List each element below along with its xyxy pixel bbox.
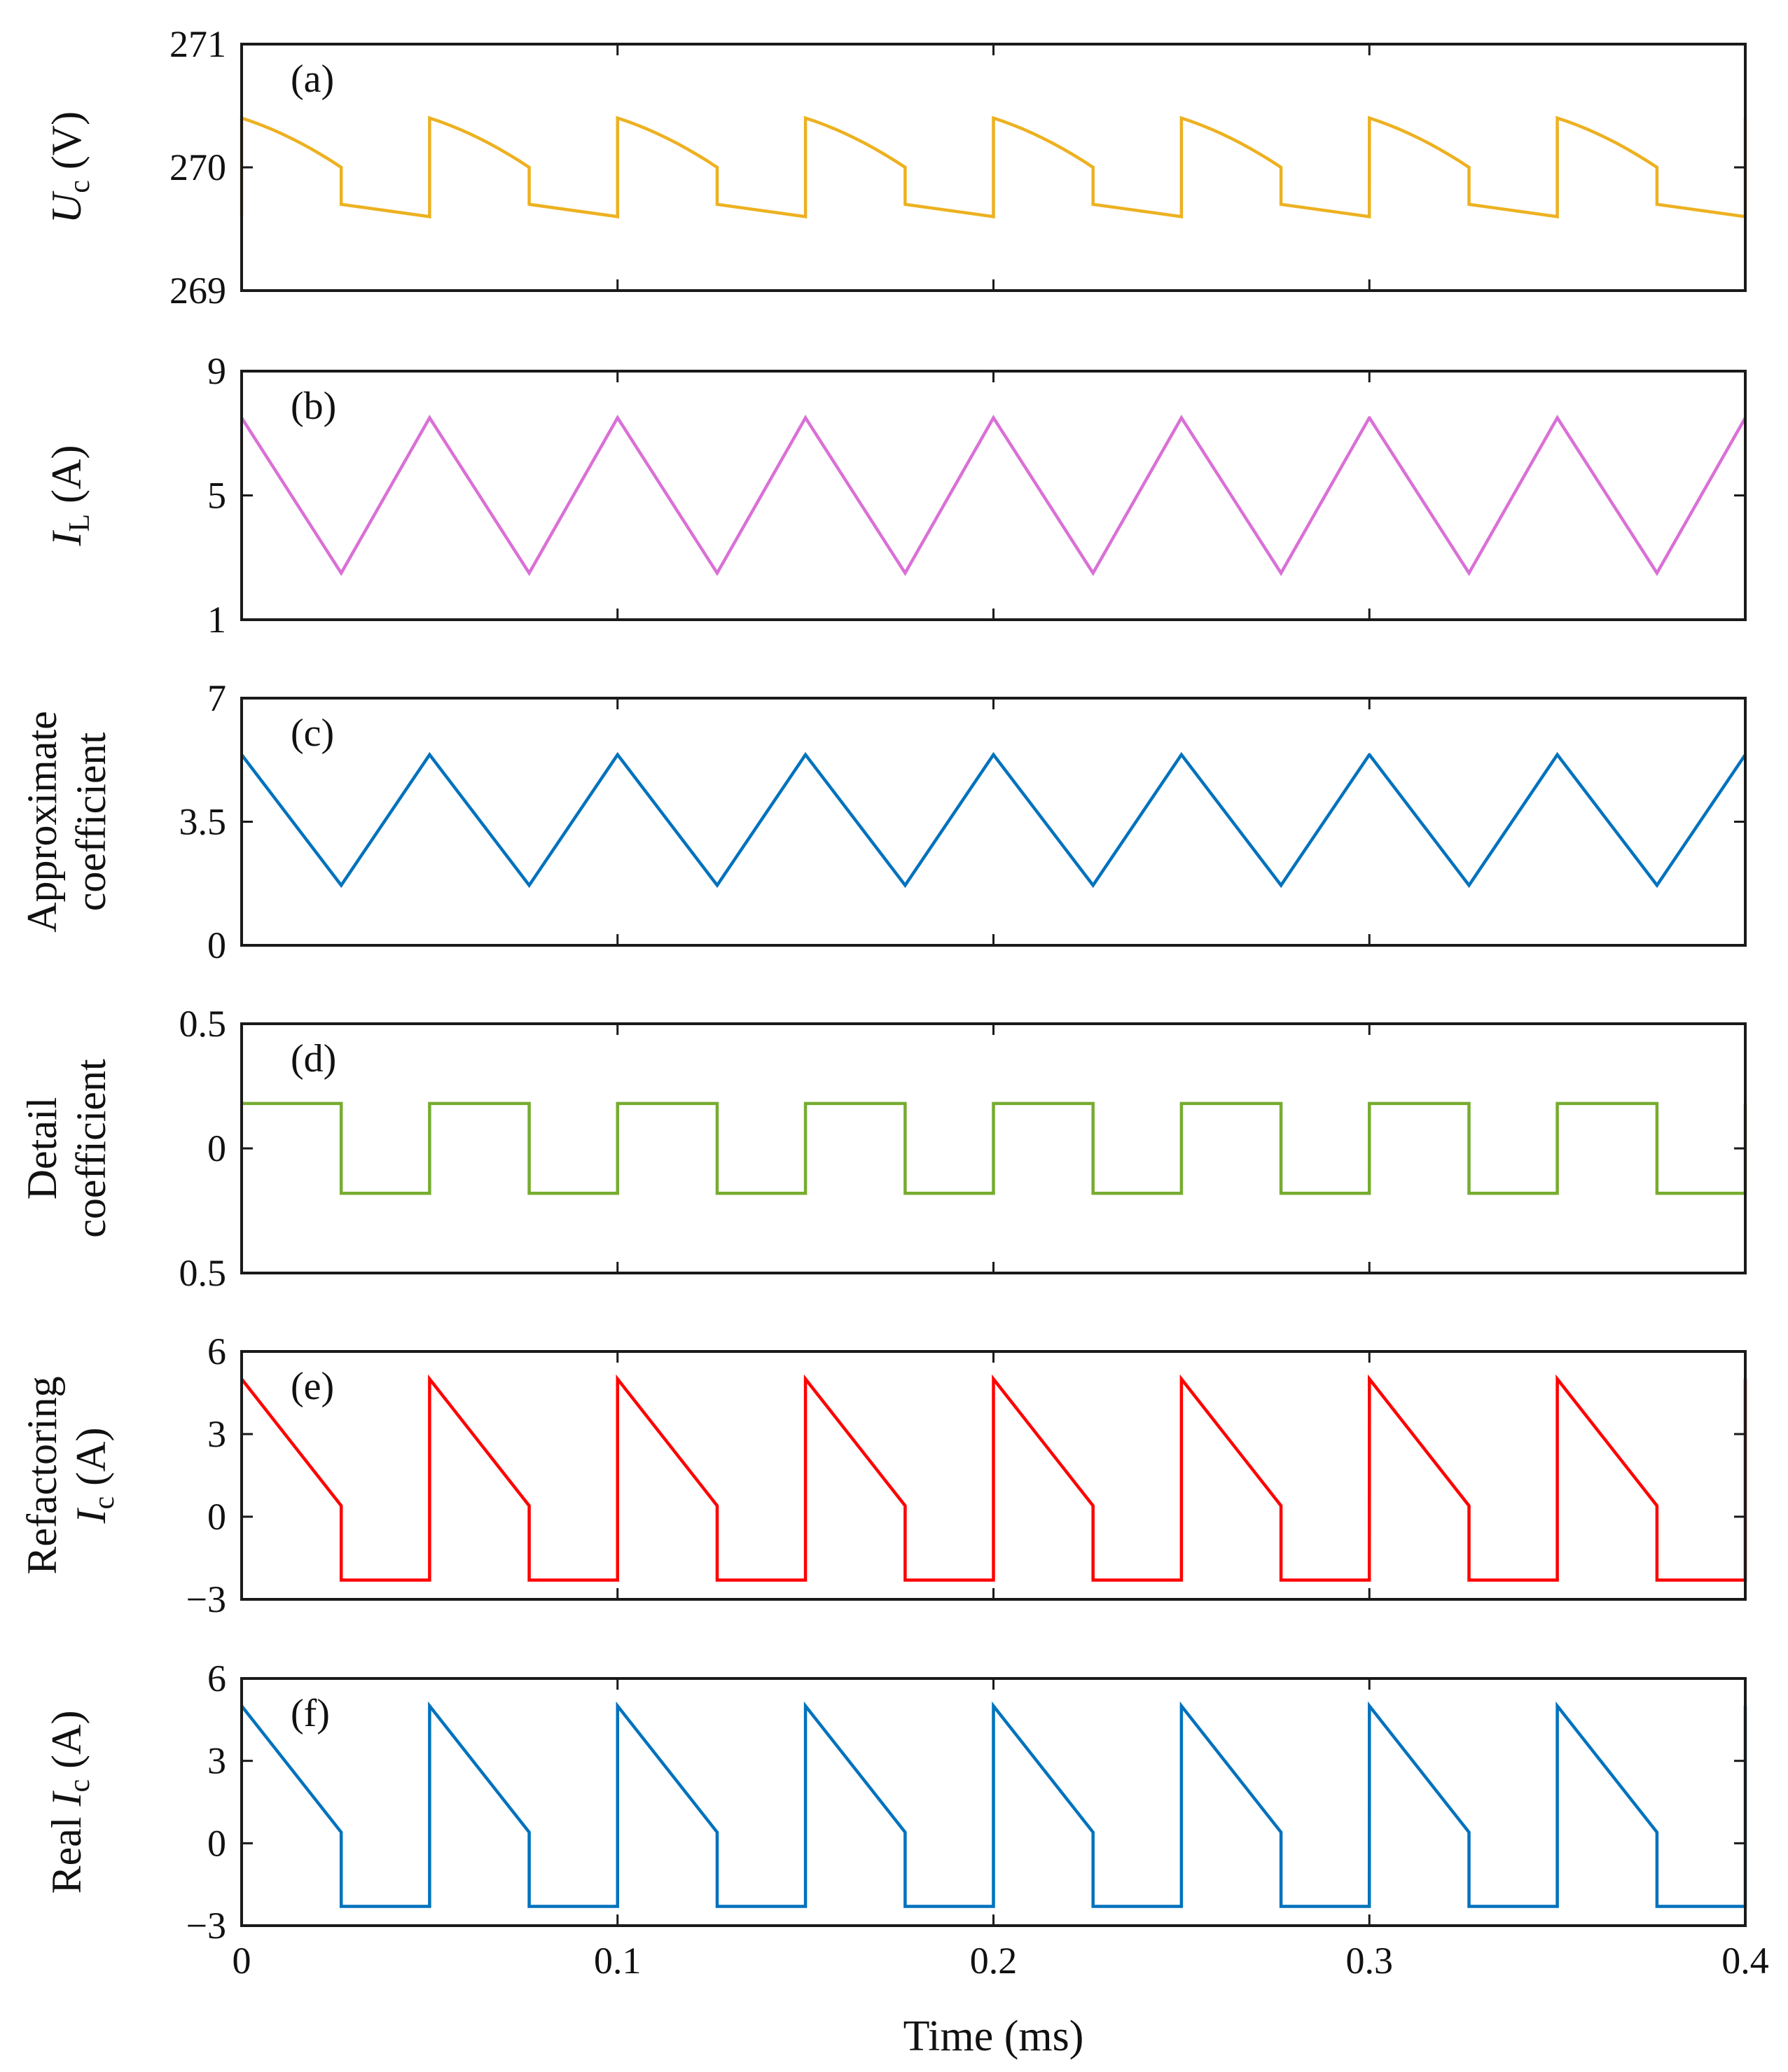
y-tick-label: 271 [169,23,226,65]
y-axis-label: Approximate [19,711,65,933]
y-tick-label: 269 [169,270,226,312]
series-line-c [240,751,1747,889]
panel-label: (f) [291,1692,330,1735]
y-tick-label: 6 [207,1657,226,1699]
x-axis-title: Time (ms) [903,2012,1084,2060]
panel-e: −3 0 3 6 (e) Refactoring Ic (A) [19,1330,1747,1620]
y-axis-label: IL (A) [43,445,96,547]
y-axis-label: Ic (A) [68,1428,120,1524]
y-tick-label: 270 [169,146,226,188]
y-tick-label: 3 [207,1413,226,1455]
y-axis-label: Real Ic (A) [43,1711,96,1894]
x-tick-label: 0.4 [1721,1940,1769,1982]
panel-label: (c) [291,711,334,755]
panel-f: −3 0 3 6 (f) Real Ic (A) [43,1657,1747,1947]
series-line-a [240,116,1747,218]
axes-frame [240,370,1747,621]
y-tick-label: 3.5 [179,801,227,843]
y-axis-label: Refactoring [19,1376,65,1574]
panel-label: (a) [291,57,334,101]
x-tick-label: 0.2 [970,1940,1018,1982]
x-tick-label: 0.1 [594,1940,642,1982]
panel-c: 0 3.5 7 (c) Approximate coefficient [19,677,1747,966]
y-tick-label: −3 [186,1578,226,1620]
y-tick-label: 6 [207,1330,226,1372]
y-tick-label: 0 [207,924,226,966]
y-tick-label: 9 [207,350,226,392]
y-tick-label: 7 [207,677,226,719]
y-axis-label: coefficient [68,1059,114,1238]
y-tick-label: 0 [207,1496,226,1538]
y-tick-label: 0 [207,1127,226,1169]
x-tick-label: 0.3 [1346,1940,1394,1982]
series-line-d [242,1101,1747,1195]
y-tick-label: 1 [207,599,226,641]
y-tick-label: 0.5 [179,1252,227,1294]
y-tick-label: 3 [207,1740,226,1782]
y-tick-label: 0 [207,1822,226,1864]
panel-b: 1 5 9 (b) IL (A) [43,350,1747,641]
x-tick-label: 0 [233,1940,251,1982]
y-axis-label: coefficient [68,732,114,911]
panel-a: 269 270 271 (a) Uc (V) [43,23,1747,312]
panel-label: (b) [291,384,336,428]
panel-label: (e) [291,1365,334,1408]
y-tick-label: 5 [207,475,226,517]
panel-d: 0.5 0 0.5 (d) Detail coefficient [19,1003,1747,1294]
axes-frame [240,697,1747,947]
y-axis-label: Uc (V) [43,111,96,223]
series-line-f [240,1701,1747,1908]
panel-label: (d) [291,1037,336,1080]
y-tick-label: 0.5 [179,1003,227,1045]
y-tick-label: −3 [186,1905,226,1947]
series-line-b [240,415,1747,576]
series-line-e [240,1374,1747,1582]
y-axis-label: Detail [19,1097,65,1200]
